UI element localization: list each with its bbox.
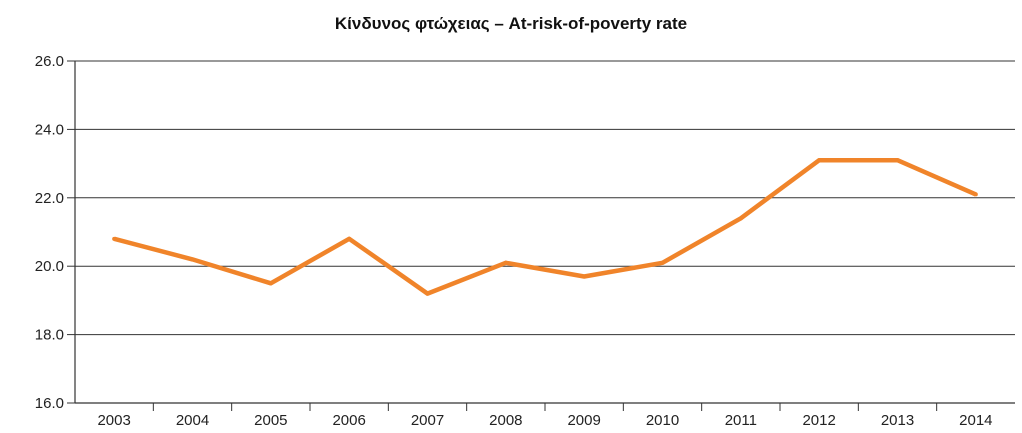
data-point (268, 281, 273, 286)
chart-title: Κίνδυνος φτώχειας – At-risk-of-poverty r… (334, 14, 688, 33)
series-line (113, 157, 977, 296)
x-tick-label: 2011 (725, 412, 757, 429)
x-tick-label: 2009 (567, 412, 600, 429)
y-tick-label: 26.0 (35, 53, 64, 70)
data-point (503, 260, 508, 265)
x-tick-label: 2012 (802, 412, 835, 429)
data-point (895, 158, 900, 163)
data-point (660, 260, 665, 265)
y-tick-label: 18.0 (35, 327, 64, 344)
data-point (112, 236, 117, 241)
x-tick-label: 2007 (411, 412, 444, 429)
x-tick-label: 2006 (332, 412, 365, 429)
x-tick-label: 2004 (176, 412, 209, 429)
series-layer (112, 157, 978, 296)
data-point (347, 236, 352, 241)
y-tick-label: 16.0 (35, 395, 64, 412)
gridlines (75, 60, 1015, 336)
data-point (190, 257, 195, 262)
data-point (973, 192, 978, 197)
x-tick-label: 2014 (959, 412, 992, 429)
data-point (817, 158, 822, 163)
x-tick-label: 2003 (97, 412, 130, 429)
x-tick-label: 2008 (489, 412, 522, 429)
x-tick-label: 2010 (646, 412, 679, 429)
data-point (738, 216, 743, 221)
x-tick-label: 2005 (254, 412, 287, 429)
axes (67, 60, 1015, 411)
y-tick-label: 20.0 (35, 258, 64, 275)
y-tick-label: 24.0 (35, 121, 64, 138)
x-tick-labels: 2003 2004 2005 2006 2007 2008 2009 2010 2011 2012… (97, 412, 992, 429)
y-tick-labels: 16.0 18.0 20.0 22.0 24.0 26.0 (35, 53, 64, 412)
y-tick-label: 22.0 (35, 190, 64, 207)
x-tick-label: 2013 (881, 412, 914, 429)
data-point (582, 274, 587, 279)
data-point (425, 291, 430, 296)
